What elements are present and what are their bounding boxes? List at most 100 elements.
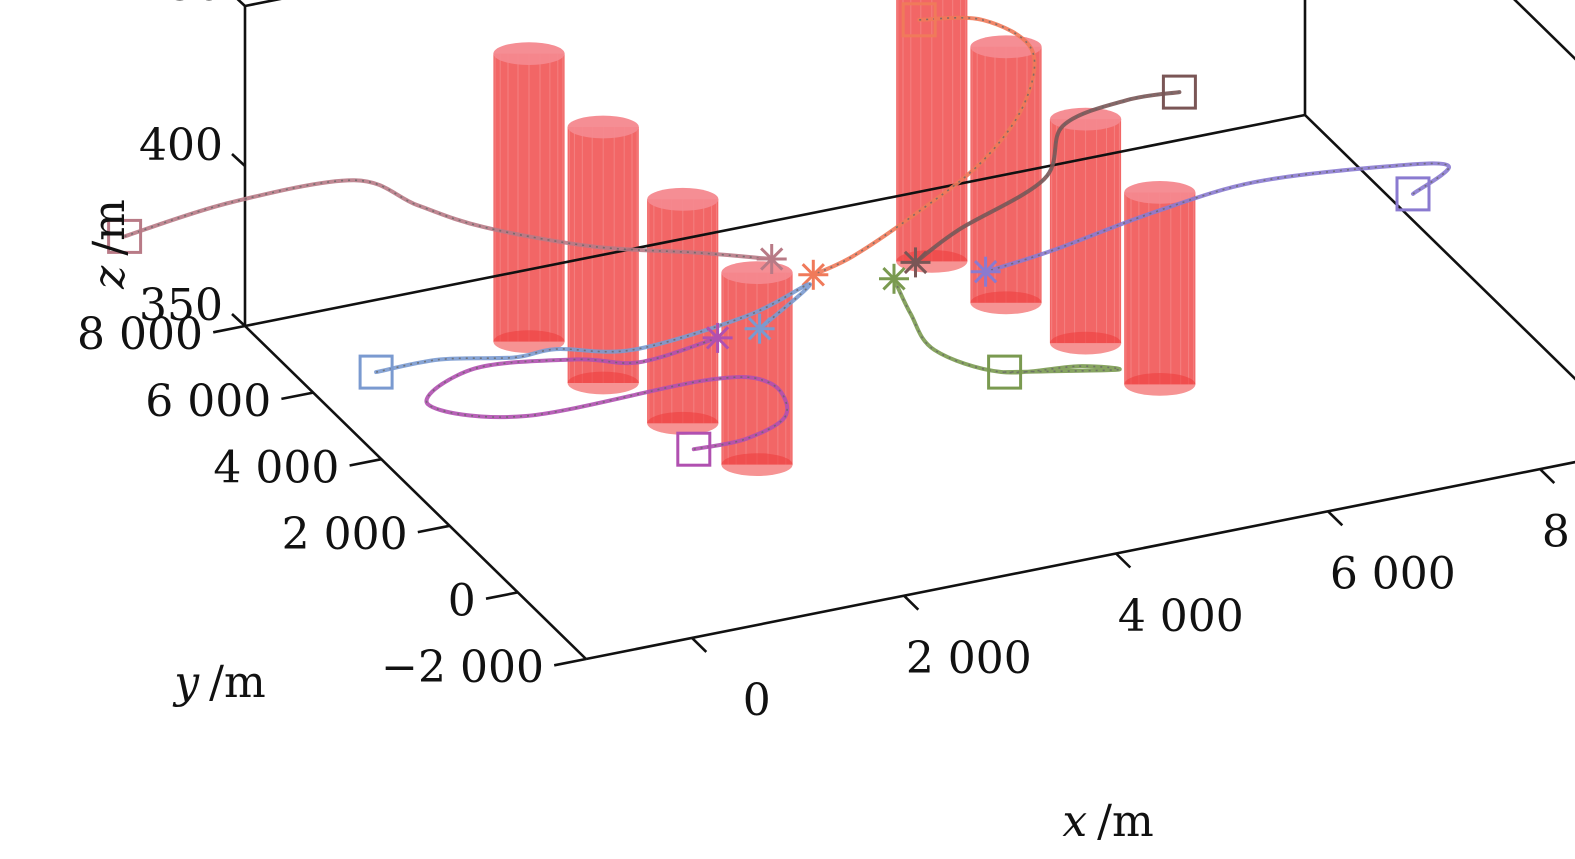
y-tick-label: 4 000 [213,442,339,493]
cylinder-top [493,42,565,65]
obstacle-cylinders [493,0,1196,476]
x-axis-label: x/m [1062,796,1153,847]
z-tick-label: 350 [139,280,223,331]
end-marker [798,259,829,290]
z-tick-label: 400 [139,120,223,171]
y-axis-label: y/m [172,657,265,708]
trajectory-5 [879,263,1122,390]
end-marker-stroke [903,250,928,275]
end-marker-stroke [801,263,825,287]
x-tick-mark [1115,552,1132,569]
start-marker [1395,176,1431,212]
trajectory-line-dots [812,16,1036,276]
cylinder-bottom [493,330,565,353]
end-marker [756,244,787,274]
z-tick-mark [231,153,246,167]
cylinder-bottom [721,453,793,476]
trajectory-1 [107,178,787,274]
obstacle-cylinder [1124,181,1196,396]
end-marker-stroke [760,247,784,271]
end-marker [879,263,909,294]
y-tick-mark [349,457,382,467]
y-tick-label: 8 000 [77,309,203,360]
y-axis-label-var: y [172,657,200,708]
y-tick-mark [212,324,246,334]
start-marker [358,354,394,390]
obstacle-cylinder [1049,107,1122,355]
y-tick-label: 6 000 [145,376,271,427]
x-tick-mark [1539,468,1556,485]
end-marker [744,313,775,344]
y-tick-label: −2 000 [381,642,544,693]
cylinder-bottom [567,371,639,395]
x-tick-mark [1327,510,1344,527]
y-tick-mark [553,657,587,667]
obstacle-cylinder [647,187,719,435]
axes-box-edge [1513,0,1575,61]
cylinder-bottom [1050,331,1122,355]
start-marker [987,354,1023,390]
trajectory-4 [970,161,1451,287]
trajectory-line [424,335,790,452]
trajectory-2 [798,2,1037,290]
end-marker [900,247,931,278]
x-tick-label: 8 000 [1542,506,1575,557]
z-tick-mark [236,0,246,7]
x-tick-mark [691,636,708,653]
start-marker [1161,74,1197,110]
axes-box-edge [244,0,282,8]
z-axis-label-var: z [84,265,135,290]
start-marker [901,2,937,38]
y-tick-label: 2 000 [282,509,408,560]
x-tick-label: 4 000 [1118,591,1244,642]
cylinder-body [1124,192,1196,385]
cylinder-top [1124,181,1196,204]
cylinder-top [1050,107,1122,131]
x-tick-label: 0 [743,675,771,726]
z-tick-label: 450 [139,0,223,11]
end-marker [702,322,733,353]
cylinder-body [1049,119,1122,344]
x-axis-label-unit: /m [1097,796,1154,847]
start-marker [107,218,143,254]
end-marker-stroke [705,326,730,350]
cylinder-top [567,115,639,139]
z-axis-label: z/m [84,199,135,290]
trajectory-7 [424,322,790,467]
y-tick-mark [417,524,450,534]
trajectory-6 [358,282,812,390]
cylinder-bottom [1124,373,1196,396]
axis-ticks: 0 2 000 4 000 6 000 8 000 −2 000 0 2 000 4 000 6 … [77,0,1575,726]
cylinder-body [493,53,565,342]
end-marker-stroke [747,317,772,341]
cylinder-top [647,187,719,211]
x-axis-label-var: x [1062,796,1087,847]
cylinder-top [721,261,793,284]
trajectories [107,2,1451,467]
y-tick-mark [485,591,519,600]
z-axis-label-unit: /m [84,199,135,256]
cylinder-bottom [647,411,719,435]
z-tick-mark [231,313,246,327]
end-marker-stroke [973,260,998,284]
x-tick-label: 2 000 [906,633,1032,684]
cylinder-bottom [970,291,1042,315]
x-tick-mark [903,594,920,611]
end-marker [970,256,1001,287]
y-axis-label-unit: /m [209,657,266,708]
end-marker-stroke [882,267,906,291]
trajectory-line-dots [985,162,1450,273]
trajectory-line-dots [915,91,1180,264]
trajectory-line [122,178,774,261]
axes-box-edge [244,325,587,660]
trajectory-line-dots [893,278,1121,374]
axis-labels: x/m y/m z/m [84,199,1154,847]
axes-box-edge [244,113,1306,328]
trajectory-line [374,282,812,375]
y-tick-label: 0 [448,576,476,627]
y-tick-mark [281,391,314,401]
obstacle-cylinder [493,42,565,353]
start-marker [676,431,712,467]
x-tick-label: 6 000 [1330,549,1456,600]
